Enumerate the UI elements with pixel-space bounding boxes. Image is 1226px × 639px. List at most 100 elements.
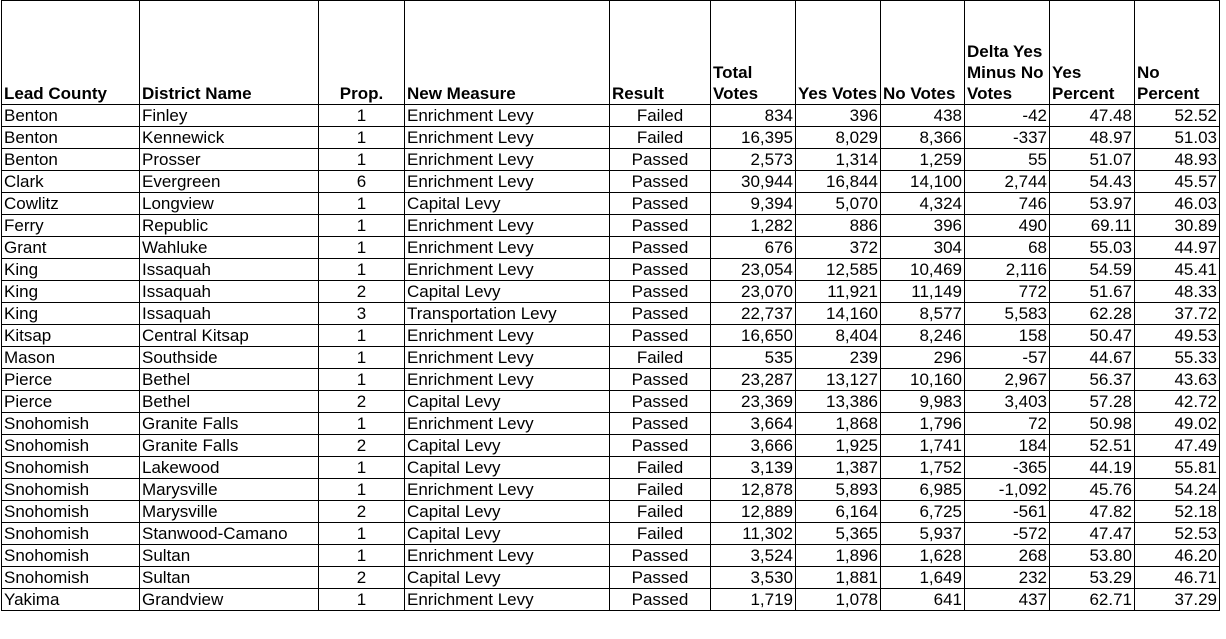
cell-delta: 490: [964, 214, 1050, 237]
table-row: Snohomish Marysville 1 Enrichment Levy Faile…: [1, 478, 1220, 501]
cell-district-name: Bethel: [139, 368, 319, 391]
cell-total-votes: 12,889: [710, 500, 796, 523]
levy-results-table: Lead County District Name Prop. New Meas…: [1, 0, 1220, 611]
cell-lead-county: Snohomish: [1, 566, 140, 589]
cell-yes-percent: 50.47: [1049, 324, 1135, 347]
cell-no-votes: 8,577: [880, 302, 965, 325]
cell-total-votes: 1,719: [710, 588, 796, 611]
cell-result: Passed: [609, 390, 711, 413]
table-row: King Issaquah 2 Capital Levy Passed 23,070 11,…: [1, 280, 1220, 303]
cell-new-measure: Enrichment Levy: [404, 258, 610, 281]
cell-total-votes: 3,664: [710, 412, 796, 435]
col-header-no-percent: No Percent: [1134, 0, 1220, 105]
cell-no-percent: 49.53: [1134, 324, 1220, 347]
table-row: Snohomish Granite Falls 2 Capital Levy Passe…: [1, 434, 1220, 457]
table-row: King Issaquah 3 Transportation Levy Passed 22…: [1, 302, 1220, 325]
cell-lead-county: Yakima: [1, 588, 140, 611]
cell-prop: 2: [318, 280, 405, 303]
table-row: Grant Wahluke 1 Enrichment Levy Passed 676 372…: [1, 236, 1220, 259]
cell-no-votes: 10,160: [880, 368, 965, 391]
cell-result: Passed: [609, 236, 711, 259]
cell-prop: 1: [318, 522, 405, 545]
cell-new-measure: Enrichment Levy: [404, 544, 610, 567]
cell-yes-percent: 55.03: [1049, 236, 1135, 259]
cell-no-votes: 396: [880, 214, 965, 237]
cell-prop: 1: [318, 148, 405, 171]
col-header-prop: Prop.: [318, 0, 405, 105]
cell-yes-percent: 62.28: [1049, 302, 1135, 325]
cell-no-votes: 1,628: [880, 544, 965, 567]
col-header-total-votes: Total Votes: [710, 0, 796, 105]
cell-result: Passed: [609, 412, 711, 435]
col-header-district-name: District Name: [139, 0, 319, 105]
cell-no-votes: 8,366: [880, 126, 965, 149]
cell-yes-percent: 47.48: [1049, 104, 1135, 127]
cell-new-measure: Capital Levy: [404, 390, 610, 413]
cell-delta: 772: [964, 280, 1050, 303]
cell-no-percent: 45.57: [1134, 170, 1220, 193]
cell-new-measure: Enrichment Levy: [404, 478, 610, 501]
cell-no-votes: 1,259: [880, 148, 965, 171]
cell-no-percent: 43.63: [1134, 368, 1220, 391]
cell-lead-county: Clark: [1, 170, 140, 193]
table-row: Benton Finley 1 Enrichment Levy Failed 834 396…: [1, 104, 1220, 127]
cell-district-name: Kennewick: [139, 126, 319, 149]
cell-lead-county: Snohomish: [1, 434, 140, 457]
cell-no-percent: 48.33: [1134, 280, 1220, 303]
cell-no-percent: 30.89: [1134, 214, 1220, 237]
cell-district-name: Issaquah: [139, 280, 319, 303]
cell-prop: 2: [318, 500, 405, 523]
cell-lead-county: Cowlitz: [1, 192, 140, 215]
header-row: Lead County District Name Prop. New Meas…: [1, 0, 1220, 105]
cell-prop: 1: [318, 456, 405, 479]
cell-new-measure: Capital Levy: [404, 192, 610, 215]
table-row: Snohomish Marysville 2 Capital Levy Failed 12…: [1, 500, 1220, 523]
cell-yes-percent: 48.97: [1049, 126, 1135, 149]
cell-result: Failed: [609, 104, 711, 127]
cell-new-measure: Enrichment Levy: [404, 126, 610, 149]
col-header-no-votes: No Votes: [880, 0, 965, 105]
cell-yes-votes: 5,070: [795, 192, 881, 215]
cell-yes-votes: 5,365: [795, 522, 881, 545]
cell-no-votes: 9,983: [880, 390, 965, 413]
cell-no-percent: 47.49: [1134, 434, 1220, 457]
cell-no-votes: 8,246: [880, 324, 965, 347]
cell-delta: 2,967: [964, 368, 1050, 391]
cell-prop: 6: [318, 170, 405, 193]
cell-district-name: Evergreen: [139, 170, 319, 193]
cell-result: Failed: [609, 126, 711, 149]
cell-new-measure: Enrichment Levy: [404, 412, 610, 435]
cell-district-name: Issaquah: [139, 302, 319, 325]
table-row: Cowlitz Longview 1 Capital Levy Passed 9,394 5…: [1, 192, 1220, 215]
cell-lead-county: King: [1, 258, 140, 281]
cell-no-percent: 52.52: [1134, 104, 1220, 127]
cell-prop: 1: [318, 258, 405, 281]
cell-result: Failed: [609, 456, 711, 479]
cell-new-measure: Enrichment Levy: [404, 214, 610, 237]
cell-prop: 1: [318, 214, 405, 237]
cell-delta: -572: [964, 522, 1050, 545]
cell-new-measure: Capital Levy: [404, 456, 610, 479]
cell-district-name: Granite Falls: [139, 412, 319, 435]
cell-yes-votes: 8,029: [795, 126, 881, 149]
cell-yes-percent: 56.37: [1049, 368, 1135, 391]
cell-total-votes: 3,666: [710, 434, 796, 457]
cell-prop: 2: [318, 566, 405, 589]
cell-delta: 55: [964, 148, 1050, 171]
col-header-delta: Delta Yes Minus No Votes: [964, 0, 1050, 105]
cell-new-measure: Enrichment Levy: [404, 588, 610, 611]
cell-total-votes: 676: [710, 236, 796, 259]
cell-prop: 1: [318, 478, 405, 501]
cell-prop: 1: [318, 126, 405, 149]
cell-yes-votes: 1,925: [795, 434, 881, 457]
cell-district-name: Republic: [139, 214, 319, 237]
cell-total-votes: 3,139: [710, 456, 796, 479]
cell-total-votes: 2,573: [710, 148, 796, 171]
cell-no-percent: 48.93: [1134, 148, 1220, 171]
table-body: Benton Finley 1 Enrichment Levy Failed 834 396…: [1, 104, 1220, 611]
table-row: Mason Southside 1 Enrichment Levy Failed 535 2…: [1, 346, 1220, 369]
cell-result: Passed: [609, 302, 711, 325]
cell-result: Passed: [609, 192, 711, 215]
cell-delta: -365: [964, 456, 1050, 479]
cell-result: Passed: [609, 148, 711, 171]
